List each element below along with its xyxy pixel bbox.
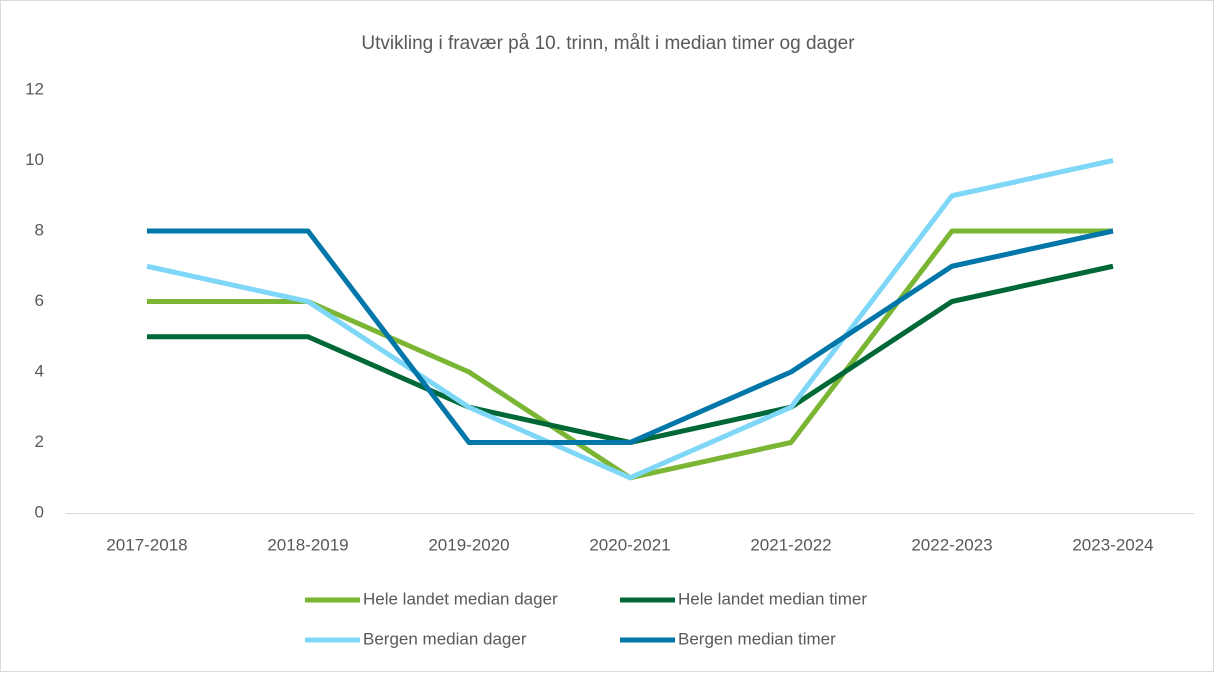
x-tick-label: 2020-2021 — [589, 535, 670, 554]
x-tick-label: 2019-2020 — [428, 535, 509, 554]
y-tick-label: 12 — [25, 79, 44, 98]
legend-label: Bergen median timer — [678, 629, 836, 648]
x-tick-label: 2023-2024 — [1072, 535, 1153, 554]
x-tick-label: 2018-2019 — [267, 535, 348, 554]
x-tick-label: 2022-2023 — [911, 535, 992, 554]
chart-title: Utvikling i fravær på 10. trinn, målt i … — [361, 33, 855, 54]
legend-label: Hele landet median timer — [678, 589, 867, 608]
series-line — [146, 158, 1114, 481]
y-tick-label: 6 — [35, 291, 44, 310]
series-line — [147, 228, 1114, 445]
legend-label: Hele landet median dager — [363, 589, 558, 608]
y-tick-label: 4 — [35, 361, 44, 380]
y-tick-label: 10 — [25, 150, 44, 169]
x-tick-label: 2021-2022 — [750, 535, 831, 554]
legend-label: Bergen median dager — [363, 629, 527, 648]
y-tick-label: 8 — [35, 220, 44, 239]
x-tick-label: 2017-2018 — [106, 535, 187, 554]
y-tick-label: 2 — [35, 432, 44, 451]
y-tick-label: 0 — [35, 502, 44, 521]
